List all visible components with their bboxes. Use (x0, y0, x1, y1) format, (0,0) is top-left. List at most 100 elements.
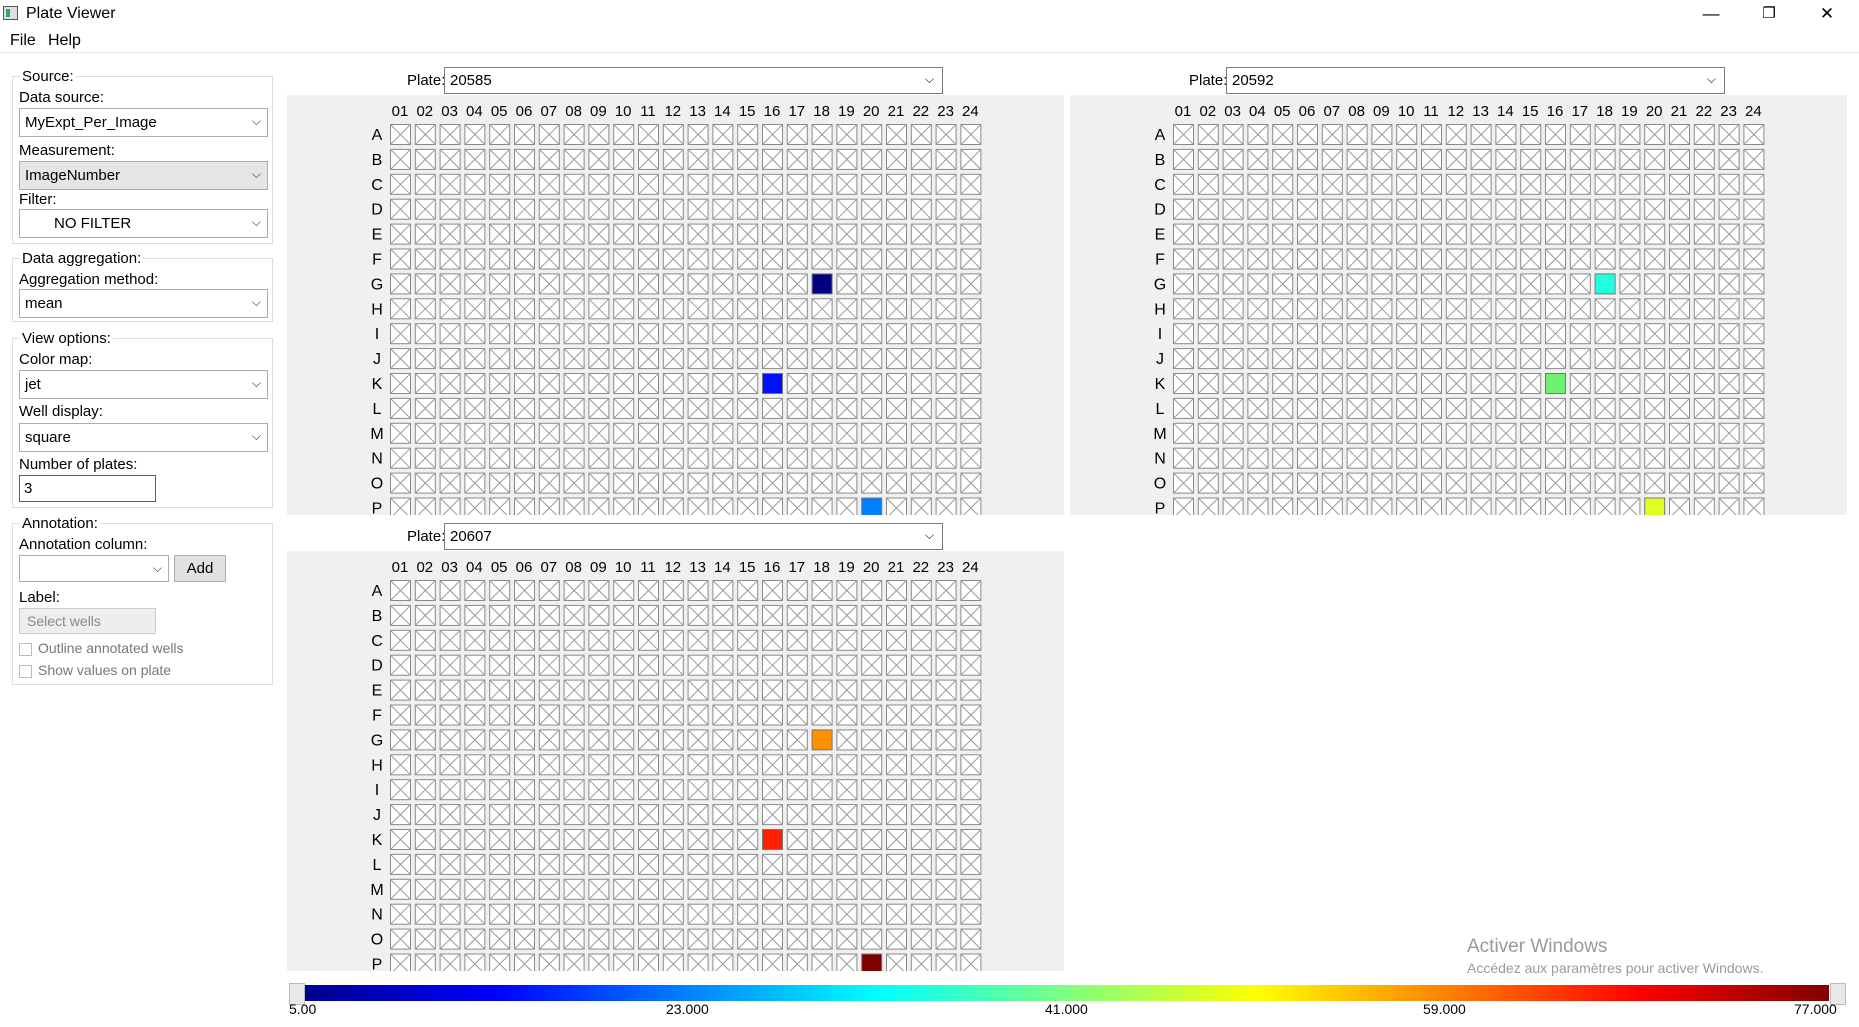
plate-well[interactable] (1321, 198, 1343, 220)
plate-well[interactable] (1669, 298, 1690, 320)
plate-well[interactable] (910, 779, 932, 801)
plate-well[interactable] (687, 323, 709, 345)
plate-well[interactable] (464, 173, 486, 195)
plate-well[interactable] (538, 497, 560, 515)
plate-well[interactable] (638, 397, 659, 419)
plate-well[interactable] (786, 629, 808, 651)
plate-well[interactable] (390, 397, 411, 419)
plate-well[interactable] (1569, 298, 1591, 320)
plate-well[interactable] (836, 629, 858, 651)
plate-well[interactable] (687, 729, 709, 751)
plate-well[interactable] (1371, 223, 1393, 245)
plate-well[interactable] (811, 629, 833, 651)
plate-well[interactable] (638, 298, 659, 320)
plate-well[interactable] (886, 248, 907, 270)
plate-well[interactable] (1495, 223, 1517, 245)
plate-well[interactable] (960, 754, 982, 776)
plate-well[interactable] (935, 779, 957, 801)
plate-well[interactable] (910, 804, 932, 826)
plate-well[interactable] (1644, 273, 1666, 295)
plate-well[interactable] (613, 173, 635, 195)
plate-well[interactable] (1421, 422, 1442, 444)
plate-well[interactable] (638, 173, 659, 195)
plate-well[interactable] (489, 729, 511, 751)
plate-well[interactable] (935, 273, 957, 295)
plate-well[interactable] (1396, 248, 1418, 270)
plate-well[interactable] (414, 804, 436, 826)
plate-well[interactable] (1669, 472, 1690, 494)
plate-well[interactable] (538, 373, 560, 394)
plate-well[interactable] (811, 447, 833, 469)
plate-well[interactable] (1297, 397, 1318, 419)
plate-well[interactable] (662, 472, 684, 494)
plate-well[interactable] (538, 853, 560, 875)
plate-well[interactable] (836, 928, 858, 950)
plate-well[interactable] (786, 348, 808, 370)
plate-well[interactable] (662, 497, 684, 515)
plate-well[interactable] (1321, 148, 1343, 170)
plate-well[interactable] (638, 472, 659, 494)
plate-well[interactable] (613, 704, 635, 726)
plate-well[interactable] (687, 654, 709, 676)
plate-well[interactable] (960, 878, 982, 900)
plate-well[interactable] (1594, 148, 1616, 170)
plate-well[interactable] (1545, 273, 1566, 295)
plate-well[interactable] (1272, 472, 1294, 494)
plate-well[interactable] (687, 704, 709, 726)
plate-well[interactable] (786, 422, 808, 444)
plate-well[interactable] (1396, 273, 1418, 295)
plate-well[interactable] (762, 298, 783, 320)
plate-well[interactable] (1421, 148, 1442, 170)
plate-well[interactable] (861, 679, 883, 701)
plate-well[interactable] (514, 629, 535, 651)
plate-well[interactable] (836, 903, 858, 925)
plate-well[interactable] (1470, 373, 1492, 394)
plate-well[interactable] (1594, 472, 1616, 494)
plate-well[interactable] (1297, 447, 1318, 469)
plate-well[interactable] (762, 953, 783, 971)
plate-well[interactable] (1321, 447, 1343, 469)
plate-well[interactable] (489, 397, 511, 419)
plate-well[interactable] (1718, 447, 1740, 469)
plate-well[interactable] (960, 273, 982, 295)
plate-well[interactable] (861, 273, 883, 295)
plate-well[interactable] (786, 878, 808, 900)
plate-well[interactable] (1297, 373, 1318, 394)
plate-well[interactable] (588, 124, 610, 145)
plate-well[interactable] (1173, 248, 1194, 270)
plate-well[interactable] (811, 779, 833, 801)
plate-well[interactable] (588, 223, 610, 245)
plate-well[interactable] (464, 348, 486, 370)
plate-well[interactable] (1421, 298, 1442, 320)
plate-well[interactable] (538, 397, 560, 419)
plate-well[interactable] (514, 273, 535, 295)
plate-well[interactable] (638, 853, 659, 875)
plate-well[interactable] (638, 903, 659, 925)
plate-well[interactable] (1396, 472, 1418, 494)
plate-well[interactable] (514, 323, 535, 345)
plate-well[interactable] (712, 373, 734, 394)
plate-well[interactable] (1520, 124, 1542, 145)
plate-well[interactable] (613, 853, 635, 875)
plate-well[interactable] (712, 903, 734, 925)
plate-well[interactable] (811, 878, 833, 900)
plate-well[interactable] (811, 604, 833, 626)
plate-well[interactable] (1396, 223, 1418, 245)
plate-well[interactable] (538, 348, 560, 370)
plate-well[interactable] (1445, 298, 1467, 320)
plate-well[interactable] (514, 928, 535, 950)
plate-well[interactable] (588, 679, 610, 701)
plate-well[interactable] (563, 447, 585, 469)
plate-well[interactable] (1470, 422, 1492, 444)
plate-well[interactable] (935, 580, 957, 601)
plate-well[interactable] (786, 447, 808, 469)
plate-well[interactable] (414, 348, 436, 370)
plate-well[interactable] (737, 323, 759, 345)
plate-well[interactable] (886, 124, 907, 145)
plate-well[interactable] (1371, 124, 1393, 145)
plate-well[interactable] (1495, 348, 1517, 370)
plate-well[interactable] (1569, 323, 1591, 345)
plate-well[interactable] (1470, 348, 1492, 370)
plate-well[interactable] (514, 298, 535, 320)
plate-well[interactable] (762, 248, 783, 270)
